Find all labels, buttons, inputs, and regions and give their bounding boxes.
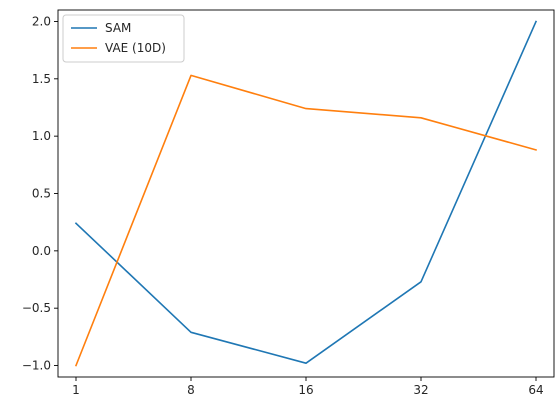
legend: SAM VAE (10D) <box>62 14 185 63</box>
y-tick-label: 0.5 <box>32 187 51 201</box>
y-tick-label: −1.0 <box>22 359 51 373</box>
legend-label-vae: VAE (10D) <box>105 41 166 55</box>
plot-frame <box>57 9 555 378</box>
y-tick-label: 1.5 <box>32 72 51 86</box>
x-tick-label: 1 <box>72 383 80 397</box>
y-tick-label: 1.0 <box>32 129 51 143</box>
series-lines <box>74 20 538 367</box>
x-tick-label: 16 <box>298 383 313 397</box>
legend-box <box>62 14 185 63</box>
series-line-vae <box>74 74 537 367</box>
x-axis-ticks: 1 8 16 32 64 <box>72 377 544 397</box>
y-tick-label: 0.0 <box>32 244 51 258</box>
x-tick-label: 32 <box>413 383 428 397</box>
legend-label-sam: SAM <box>105 21 131 35</box>
series-line-sam <box>74 20 538 365</box>
x-tick-label: 64 <box>528 383 543 397</box>
x-tick-label: 8 <box>187 383 195 397</box>
y-tick-label: −0.5 <box>22 301 51 315</box>
y-axis-ticks: −1.0 −0.5 0.0 0.5 1.0 1.5 2.0 <box>22 14 58 373</box>
y-tick-label: 2.0 <box>32 14 51 28</box>
